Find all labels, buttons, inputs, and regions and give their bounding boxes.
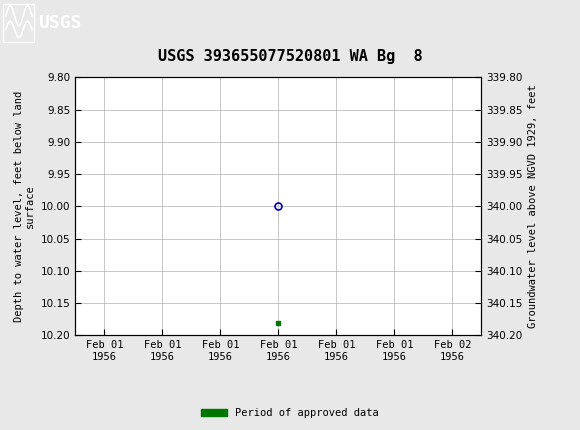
- Y-axis label: Depth to water level, feet below land
surface: Depth to water level, feet below land su…: [14, 91, 35, 322]
- Y-axis label: Groundwater level above NGVD 1929, feet: Groundwater level above NGVD 1929, feet: [528, 85, 538, 328]
- Legend: Period of approved data: Period of approved data: [197, 404, 383, 423]
- Bar: [3, 3, 34, 42]
- Text: USGS 393655077520801 WA Bg  8: USGS 393655077520801 WA Bg 8: [158, 49, 422, 64]
- Text: USGS: USGS: [38, 14, 81, 31]
